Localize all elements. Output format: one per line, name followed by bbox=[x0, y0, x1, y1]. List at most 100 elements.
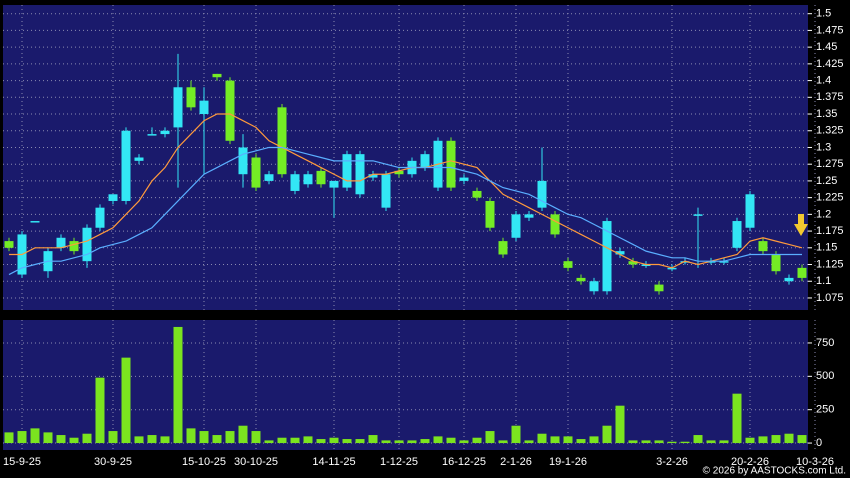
x-tick-label: 14-11-25 bbox=[312, 456, 355, 468]
moving-average bbox=[8, 146, 802, 276]
x-tick-label: 15-10-25 bbox=[182, 456, 226, 468]
volume-bar bbox=[17, 431, 27, 444]
y-tick-label: 1.475 bbox=[816, 24, 844, 36]
x-tick-label: 2-1-26 bbox=[500, 456, 532, 468]
volume-bar bbox=[277, 437, 287, 444]
volume-bar bbox=[108, 431, 118, 444]
candle-body bbox=[719, 261, 729, 263]
volume-bar bbox=[238, 425, 248, 444]
candle-body bbox=[4, 241, 14, 248]
candle-body bbox=[238, 147, 248, 175]
candle-body bbox=[771, 254, 781, 272]
volume-bar bbox=[576, 439, 586, 444]
candle-body bbox=[459, 177, 469, 181]
candle-body bbox=[784, 277, 794, 282]
volume-bar bbox=[784, 433, 794, 444]
y-tick-label: 500 bbox=[816, 370, 834, 382]
candle-body bbox=[758, 241, 768, 252]
volume-bar bbox=[485, 431, 495, 444]
y-tick-label: 1.425 bbox=[816, 58, 844, 70]
volume-bar bbox=[121, 357, 131, 444]
y-tick-label: 1.5 bbox=[816, 8, 831, 20]
price-arrow bbox=[794, 214, 808, 236]
volume-bar bbox=[602, 425, 612, 444]
volume-bar bbox=[264, 440, 274, 444]
candle-body bbox=[82, 227, 92, 262]
candle-body bbox=[797, 267, 807, 278]
candle-body bbox=[745, 194, 755, 228]
volume-bar bbox=[693, 435, 703, 444]
volume-bar bbox=[524, 440, 534, 444]
candle-body bbox=[251, 157, 261, 188]
candle-body bbox=[472, 190, 482, 198]
volume-bar bbox=[173, 326, 183, 444]
candle-body bbox=[329, 180, 339, 188]
candle-body bbox=[199, 100, 209, 115]
y-tick-label: 1.225 bbox=[816, 192, 844, 204]
candle-body bbox=[550, 214, 560, 235]
y-tick-label: 1.325 bbox=[816, 125, 844, 137]
volume-bar bbox=[407, 440, 417, 444]
candle-body bbox=[95, 207, 105, 228]
candle-body bbox=[706, 261, 716, 263]
candle-body bbox=[485, 200, 495, 228]
y-tick-label: 750 bbox=[816, 337, 834, 349]
candle-body bbox=[693, 214, 703, 216]
volume-bar bbox=[550, 436, 560, 444]
volume-bar bbox=[771, 435, 781, 444]
y-tick-label: 1.25 bbox=[816, 175, 837, 187]
volume-bar bbox=[797, 435, 807, 444]
candle-body bbox=[680, 261, 690, 263]
candle-body bbox=[303, 174, 313, 185]
volume-bar bbox=[251, 431, 261, 444]
volume-bar bbox=[446, 437, 456, 444]
volume-panel bbox=[3, 320, 808, 450]
x-tick-label: 3-2-26 bbox=[656, 456, 688, 468]
candle-body bbox=[290, 174, 300, 191]
volume-bar bbox=[758, 436, 768, 444]
candle-body bbox=[134, 157, 144, 161]
y-tick-label: 1.375 bbox=[816, 91, 844, 103]
y-tick-label: 1.075 bbox=[816, 292, 844, 304]
volume-bar bbox=[667, 441, 677, 444]
volume-bar bbox=[732, 393, 742, 444]
x-tick-label: 19-1-26 bbox=[549, 456, 587, 468]
x-tick-label: 10-3-26 bbox=[796, 456, 834, 468]
x-tick-label: 20-2-26 bbox=[731, 456, 769, 468]
volume-bar bbox=[381, 440, 391, 444]
volume-bar bbox=[316, 439, 326, 444]
candle-body bbox=[615, 251, 625, 255]
volume-bar bbox=[303, 436, 313, 444]
volume-bar bbox=[719, 440, 729, 444]
volume-bar bbox=[628, 440, 638, 444]
y-tick-label: 250 bbox=[816, 404, 834, 416]
volume-bar bbox=[199, 431, 209, 444]
y-tick-label: 1.125 bbox=[816, 258, 844, 270]
volume-bar bbox=[368, 435, 378, 444]
volume-bar bbox=[56, 435, 66, 444]
x-tick-label: 16-12-25 bbox=[442, 456, 486, 468]
volume-bar bbox=[615, 405, 625, 444]
candle-body bbox=[316, 170, 326, 185]
copyright: © 2026 by AASTOCKS.com Ltd. bbox=[703, 466, 846, 477]
candle-body bbox=[264, 174, 274, 181]
candle-body bbox=[147, 134, 157, 136]
candle-body bbox=[355, 154, 365, 195]
candle-body bbox=[732, 221, 742, 248]
volume-bar bbox=[186, 428, 196, 444]
volume-bar bbox=[498, 440, 508, 444]
candle-body bbox=[30, 221, 40, 223]
x-tick-label: 15-9-25 bbox=[3, 456, 41, 468]
candle-body bbox=[381, 174, 391, 208]
candle-body bbox=[368, 174, 378, 178]
x-tick-label: 1-12-25 bbox=[380, 456, 418, 468]
x-tick-label: 30-9-25 bbox=[94, 456, 132, 468]
volume-bar bbox=[134, 436, 144, 444]
volume-bar bbox=[69, 437, 79, 444]
candle-body bbox=[667, 267, 677, 270]
volume-bar bbox=[745, 437, 755, 444]
y-tick-label: 1.35 bbox=[816, 108, 837, 120]
volume-bar bbox=[420, 439, 430, 444]
volume-bar bbox=[95, 377, 105, 444]
